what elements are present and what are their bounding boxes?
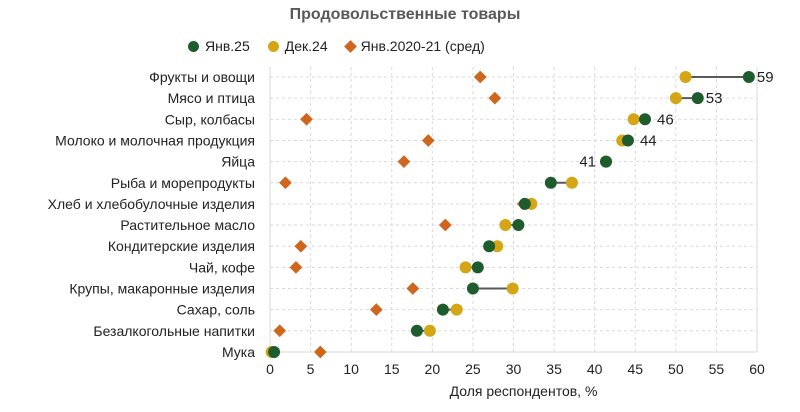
marker-dec24 [627, 113, 640, 126]
marker-avg2020-21 [488, 91, 502, 105]
marker-jan25 [621, 134, 634, 147]
marker-avg2020-21 [438, 218, 452, 232]
marker-jan25 [512, 219, 525, 232]
marker-jan25 [638, 113, 651, 126]
x-tick-label: 40 [587, 361, 603, 377]
marker-avg2020-21 [313, 345, 327, 359]
marker-avg2020-21 [397, 155, 411, 168]
category-label: Яйца [221, 154, 255, 170]
x-tick-label: 60 [749, 361, 765, 377]
x-tick-label: 35 [546, 361, 562, 377]
marker-jan25 [436, 303, 449, 316]
category-label: Мука [222, 344, 255, 360]
legend: Янв.25 Дек.24 Янв.2020-21 (сред) [188, 38, 485, 54]
x-tick-label: 0 [266, 361, 274, 377]
marker-jan25 [471, 261, 484, 274]
marker-jan25 [544, 176, 557, 189]
x-tick-label: 25 [465, 361, 481, 377]
marker-avg2020-21 [279, 176, 292, 190]
marker-jan25 [466, 282, 479, 295]
chart-title: Продовольственные товары [289, 6, 521, 23]
x-tick-label: 10 [343, 361, 359, 377]
x-tick-label: 5 [307, 361, 315, 377]
marker-dec24 [499, 219, 512, 232]
legend-marker-circle-green [188, 40, 199, 52]
marker-dec24 [565, 176, 578, 189]
category-label: Безалкогольные напитки [93, 323, 255, 339]
x-tick-label: 30 [506, 361, 522, 377]
marker-jan25 [518, 197, 531, 210]
category-label: Рыба и морепродукты [111, 175, 255, 191]
category-label: Кондитерские изделия [108, 238, 255, 254]
category-label: Мясо и птица [168, 90, 256, 106]
marker-avg2020-21 [421, 134, 435, 147]
category-label: Хлеб и хлебобулочные изделия [48, 196, 255, 212]
marker-avg2020-21 [294, 239, 308, 253]
data-label: 53 [706, 90, 723, 107]
data-label: 46 [657, 111, 674, 128]
marker-avg2020-21 [289, 260, 303, 274]
x-tick-label: 20 [425, 361, 441, 377]
marker-dec24 [450, 303, 463, 316]
x-axis-title: Доля респондентов, % [450, 383, 598, 399]
marker-dec24 [459, 261, 472, 274]
marker-jan25 [691, 92, 704, 105]
x-tick-label: 45 [627, 361, 643, 377]
legend-marker-circle-yellow [267, 40, 279, 52]
data-label: 44 [640, 132, 657, 149]
x-tick-label: 15 [384, 361, 400, 377]
marker-jan25 [410, 324, 423, 337]
marker-avg2020-21 [369, 303, 383, 317]
category-label: Растительное масло [120, 217, 255, 233]
legend-item-dec24: Дек.24 [267, 38, 328, 54]
legend-label: Янв.2020-21 (сред) [360, 38, 485, 54]
legend-label: Дек.24 [284, 38, 328, 54]
data-label: 41 [579, 154, 596, 171]
x-tick-label: 55 [709, 361, 725, 377]
marker-jan25 [268, 345, 281, 358]
legend-item-avg2020-21: Янв.2020-21 (сред) [343, 38, 485, 54]
marker-dec24 [679, 71, 692, 83]
marker-avg2020-21 [473, 70, 487, 84]
category-label: Чай, кофе [189, 259, 255, 275]
marker-jan25 [483, 240, 496, 253]
category-label: Сыр, колбасы [165, 111, 255, 127]
data-label: 59 [757, 69, 774, 86]
legend-label: Янв.25 [205, 38, 250, 54]
marker-jan25 [742, 71, 755, 83]
category-label: Фрукты и овощи [149, 69, 255, 85]
category-label: Молоко и молочная продукция [55, 132, 255, 148]
marker-dec24 [506, 282, 519, 295]
marker-jan25 [600, 155, 613, 168]
legend-item-jan25: Янв.25 [188, 38, 250, 54]
category-label: Сахар, соль [177, 302, 255, 318]
marker-dec24 [669, 92, 682, 105]
x-tick-label: 50 [668, 361, 684, 377]
category-label: Крупы, макаронные изделия [69, 281, 255, 297]
marker-avg2020-21 [273, 324, 287, 338]
marker-dec24 [423, 324, 436, 337]
marker-avg2020-21 [406, 282, 420, 295]
marker-avg2020-21 [300, 112, 313, 126]
